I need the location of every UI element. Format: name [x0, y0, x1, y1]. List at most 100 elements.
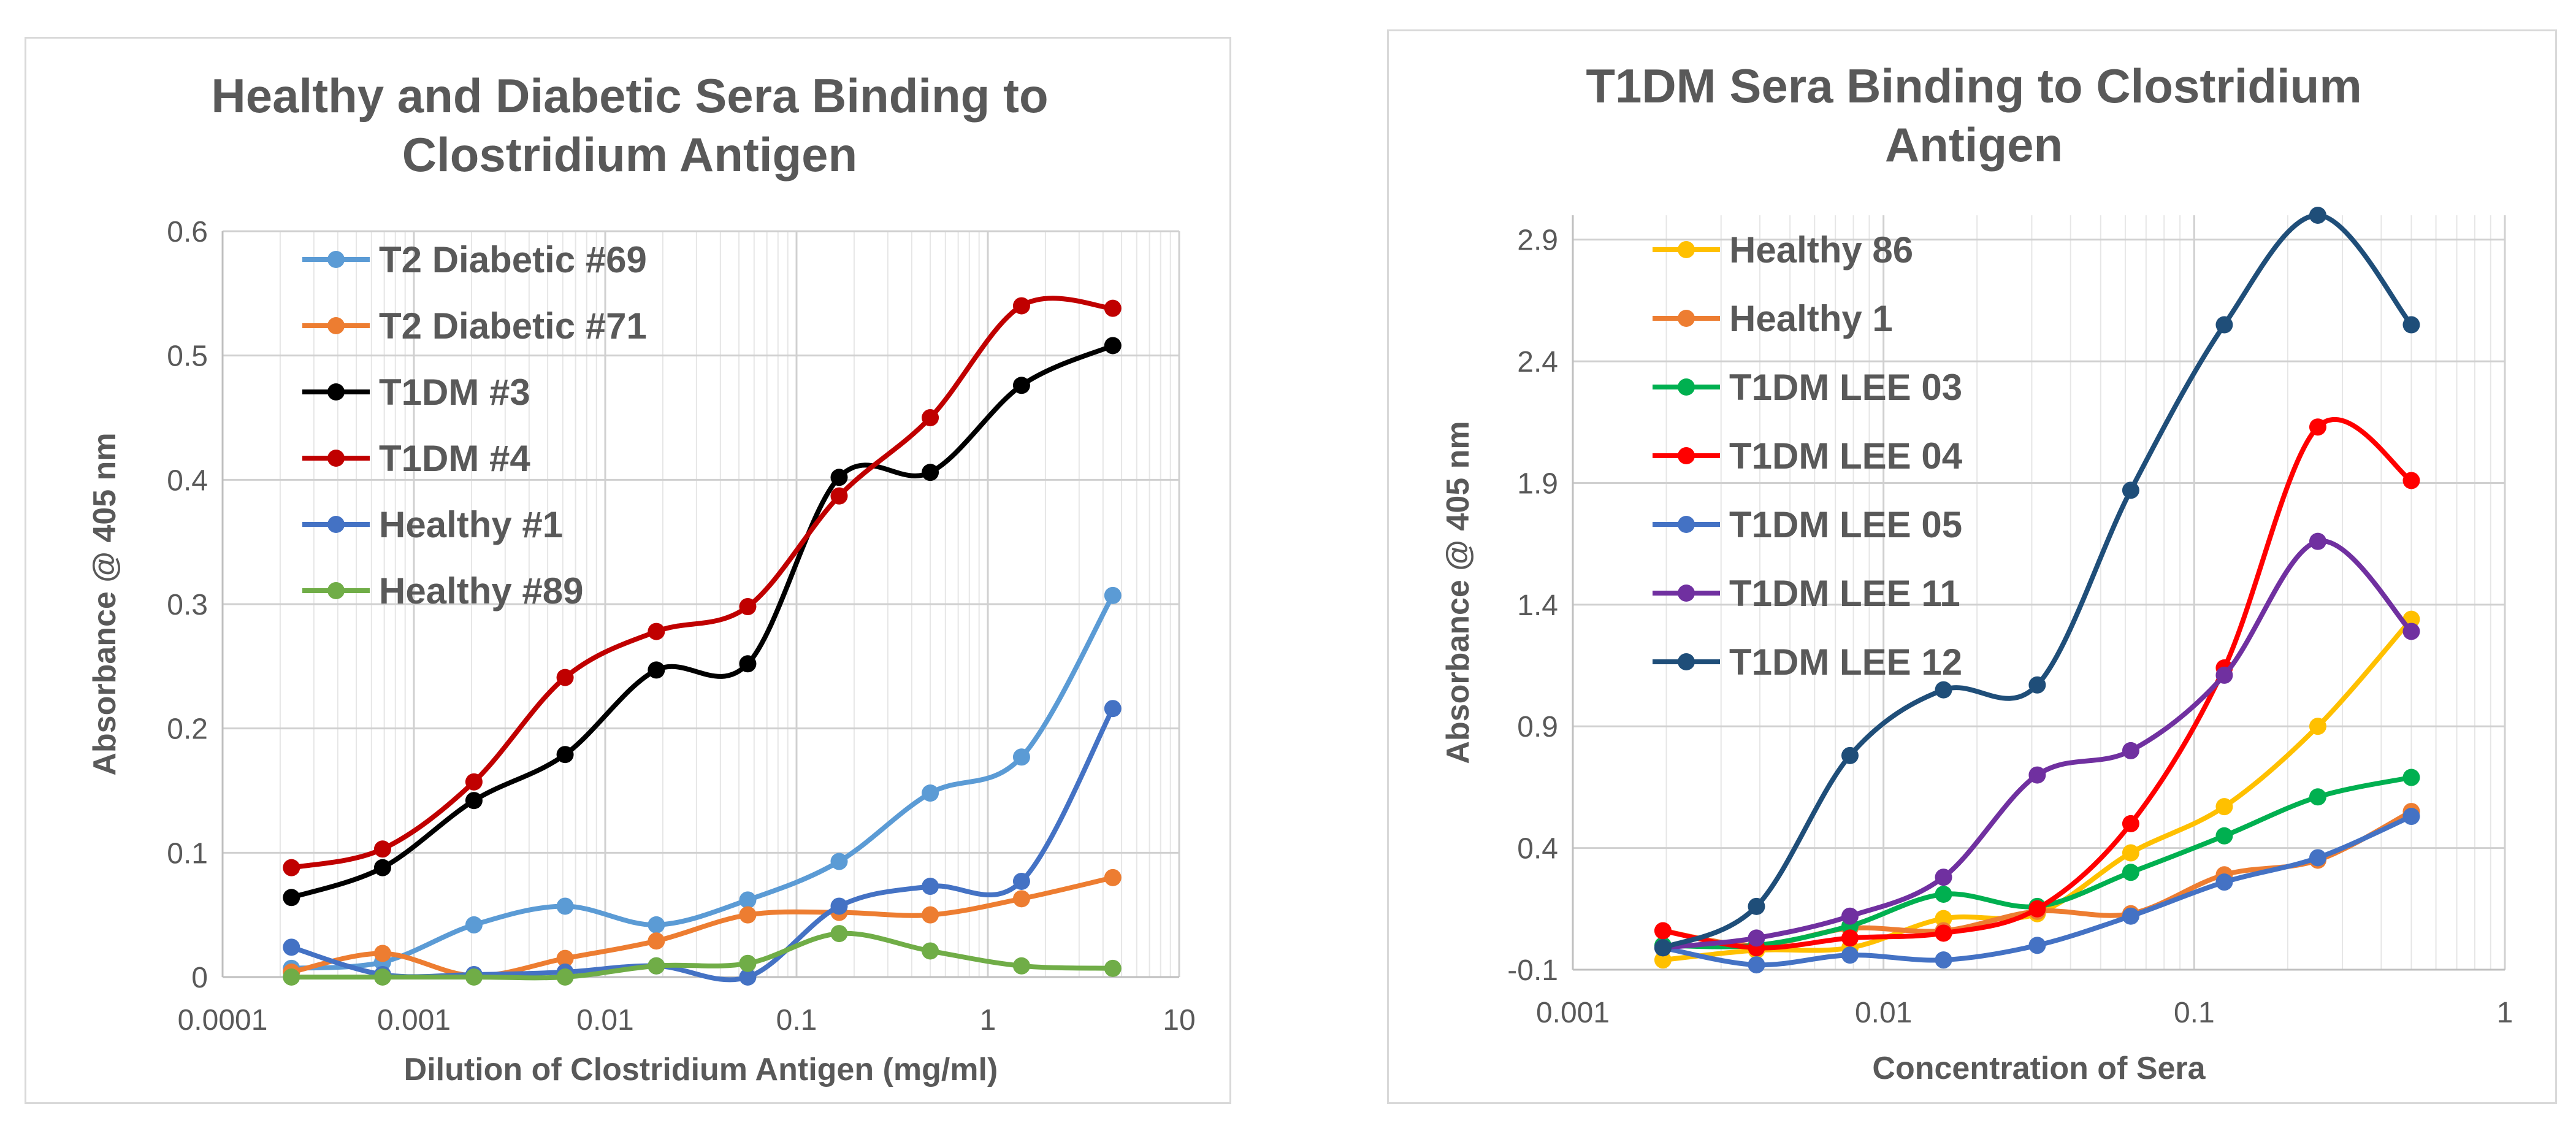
- data-point: [373, 945, 391, 962]
- data-point: [1841, 907, 1859, 925]
- legend-label: Healthy 1: [1729, 298, 1893, 339]
- data-point: [1654, 951, 1672, 969]
- legend-label: Healthy #89: [379, 570, 584, 612]
- legend-label: T1DM LEE 04: [1729, 435, 1963, 477]
- series-line-6: [291, 930, 1113, 981]
- y-tick-label: 0.5: [167, 340, 208, 373]
- data-point: [2309, 718, 2326, 735]
- data-point: [556, 669, 574, 686]
- x-axis-title: Dilution of Clostridium Antigen (mg/ml): [404, 1052, 998, 1087]
- y-tick-label: 2.9: [1517, 224, 1558, 257]
- x-tick-label: 1: [2497, 997, 2513, 1029]
- data-point: [465, 773, 483, 791]
- data-point: [1012, 890, 1030, 908]
- x-axis-title: Concentration of Sera: [1872, 1051, 2206, 1086]
- legend-marker: [327, 251, 345, 268]
- data-point: [1841, 746, 1859, 764]
- data-point: [739, 655, 757, 673]
- data-point: [2028, 937, 2046, 954]
- x-tick-label: 0.01: [576, 1004, 633, 1037]
- data-point: [556, 968, 574, 986]
- data-point: [1012, 297, 1030, 315]
- legend-label: T1DM #3: [379, 372, 530, 413]
- legend-label: T1DM LEE 05: [1729, 504, 1962, 545]
- series-line-3: [291, 343, 1114, 900]
- y-axis-title: Absorbance @ 405 nm: [1440, 421, 1476, 764]
- data-point: [2122, 864, 2139, 881]
- data-point: [2122, 844, 2139, 862]
- chart-title-line-1: Healthy and Diabetic Sera Binding to: [211, 69, 1048, 123]
- data-point: [1012, 957, 1030, 975]
- data-point: [1104, 959, 1122, 977]
- data-point: [2309, 207, 2326, 224]
- data-point: [648, 661, 665, 679]
- y-tick-label: 0.1: [167, 837, 208, 870]
- data-point: [739, 968, 757, 986]
- legend-label: Healthy 86: [1729, 229, 1913, 270]
- data-point: [2402, 623, 2420, 640]
- legend-label: T1DM LEE 11: [1729, 573, 1960, 614]
- data-point: [373, 859, 391, 876]
- y-tick-label: 0.2: [167, 713, 208, 746]
- data-point: [1104, 700, 1122, 718]
- legend-marker: [1678, 447, 1695, 464]
- data-point: [1935, 886, 1952, 903]
- data-point: [1841, 929, 1859, 947]
- data-point: [556, 897, 574, 915]
- x-tick-label: 0.1: [776, 1004, 817, 1037]
- x-tick-label: 0.0001: [178, 1004, 268, 1037]
- data-point: [2309, 788, 2326, 806]
- data-point: [465, 916, 483, 934]
- legend-marker: [327, 383, 345, 401]
- data-point: [830, 897, 848, 915]
- chart-left-svg: Healthy and Diabetic Sera Binding toClos…: [87, 69, 1196, 1087]
- data-point: [2215, 873, 2233, 891]
- legend-label: T1DM LEE 12: [1729, 642, 1962, 683]
- data-point: [1841, 946, 1859, 964]
- y-tick-label: 0.4: [167, 464, 208, 497]
- data-point: [2402, 808, 2420, 826]
- data-point: [283, 938, 300, 956]
- data-point: [2402, 472, 2420, 489]
- data-point: [2309, 532, 2326, 550]
- data-point: [556, 746, 574, 764]
- data-point: [1748, 897, 1765, 915]
- data-point: [1104, 299, 1122, 317]
- y-tick-label: 0.3: [167, 589, 208, 621]
- legend-marker: [1678, 378, 1695, 396]
- data-point: [1104, 868, 1122, 886]
- data-point: [830, 487, 848, 505]
- x-tick-label: 0.01: [1855, 997, 1912, 1029]
- chart-title-line-2: Antigen: [1885, 118, 2063, 172]
- data-point: [373, 968, 391, 986]
- chart-panel-right: T1DM Sera Binding to Clostridium Antigen 0…: [1387, 29, 2557, 1104]
- data-point: [2122, 481, 2139, 499]
- data-point: [2028, 900, 2046, 918]
- data-point: [739, 598, 757, 616]
- data-point: [1104, 586, 1122, 604]
- data-point: [2028, 676, 2046, 694]
- legend-marker: [1678, 241, 1695, 258]
- x-tick-label: 0.001: [377, 1004, 451, 1037]
- data-point: [1935, 910, 1952, 927]
- y-tick-label: 0.6: [167, 216, 208, 248]
- data-point: [1935, 924, 1952, 942]
- data-point: [648, 957, 665, 975]
- data-point: [830, 925, 848, 943]
- legend-label: T2 Diabetic #71: [379, 305, 647, 347]
- data-point: [922, 409, 939, 426]
- data-point: [1935, 868, 1952, 886]
- data-point: [2402, 316, 2420, 334]
- series-line-1: [1662, 617, 2414, 963]
- data-point: [922, 878, 939, 895]
- x-tick-label: 0.001: [1536, 997, 1610, 1029]
- y-tick-label: -0.1: [1507, 954, 1558, 987]
- data-point: [2309, 849, 2326, 867]
- legend-marker: [1678, 585, 1695, 602]
- data-point: [2215, 798, 2233, 816]
- data-point: [465, 792, 483, 810]
- data-point: [922, 906, 939, 924]
- data-point: [648, 623, 665, 640]
- data-point: [2402, 769, 2420, 786]
